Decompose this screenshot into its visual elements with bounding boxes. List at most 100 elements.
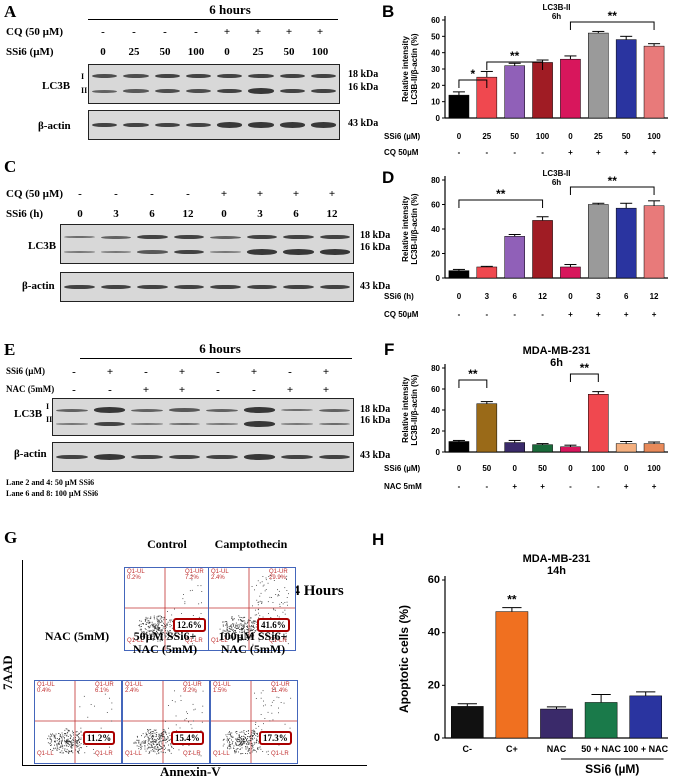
panel-c-ssi6-lane-8: 12: [326, 208, 338, 220]
chart-b-row2-value: -: [458, 148, 461, 157]
panel-c-ssi6-lane-4: 12: [182, 208, 194, 220]
blot-band: [137, 284, 168, 290]
blot-band: [206, 454, 238, 460]
chart-f-row1-value: 0: [568, 464, 573, 473]
panel-c-cq-lane-8: +: [328, 188, 336, 200]
chart-d-row1-value: 0: [568, 292, 573, 301]
chart-f-row2-value: +: [540, 482, 545, 491]
blot-band: [283, 249, 314, 255]
blot-band: [206, 423, 238, 425]
blot-band: [56, 408, 88, 412]
blot-band: [92, 89, 118, 93]
chart-f-ytick-label: 60: [431, 385, 440, 394]
chart-d-subtitle: 6h: [552, 178, 561, 187]
flow-plot-1: Q1-UL Q1-UR 0.2% 7.2% Q1-LL Q1-LR 12.6%: [124, 567, 212, 651]
blot-band: [310, 73, 336, 79]
chart-f-row1-label: SSi6 (µM): [384, 464, 421, 473]
chart-b-ytick-label: 10: [431, 98, 440, 107]
panel-c-row1-label: CQ (50 µM): [6, 188, 64, 200]
panel-e-roman2: II: [46, 415, 53, 424]
blot-band: [279, 88, 305, 94]
chart-h-category-label: C+: [506, 744, 518, 754]
quad-ur-value: 6.1%: [95, 688, 109, 694]
panel-e-row2-label: NAC (5mM): [6, 384, 55, 394]
chart-f-row1-value: 50: [538, 464, 547, 473]
chart-b-panel-letter: B: [382, 2, 394, 21]
chart-h-title: MDA-MB-231: [523, 553, 591, 565]
quad-ur-label: Q1-UR: [183, 682, 202, 688]
panel-letter-c: C: [4, 157, 17, 176]
chart-f-row1-value: 100: [647, 464, 661, 473]
chart-f-bar: [532, 444, 553, 453]
panel-e-ssi6-lane-2: +: [106, 366, 114, 378]
panel-letter-e: E: [4, 340, 16, 359]
blot-band: [168, 422, 200, 426]
quad-ur-label: Q1-UR: [271, 682, 290, 688]
blot-band: [185, 88, 211, 94]
chart-b-row2-label: CQ 50µM: [384, 148, 419, 157]
chart-d-row2-label: CQ 50µM: [384, 310, 419, 319]
chart-f-row2-value: +: [512, 482, 517, 491]
panel-letter-g: G: [4, 528, 18, 547]
panel-e-ssi6-lane-4: +: [178, 366, 186, 378]
blot-band: [319, 284, 350, 290]
blot-band: [318, 454, 350, 460]
panel-a-lc3b-blot: [88, 64, 340, 104]
chart-f-row2-value: -: [569, 482, 572, 491]
flow-plot-title-4: 50µM SSi6+ NAC (5mM): [132, 629, 198, 656]
chart-f-subtitle: 6h: [550, 357, 563, 369]
chart-d-significance-bracket: [458, 199, 544, 208]
chart-d-bar: [476, 266, 498, 279]
blot-band: [283, 234, 314, 240]
panel-a-ssi6-lane-7: 50: [283, 46, 295, 58]
chart-f-row2-value: +: [624, 482, 629, 491]
blot-band: [319, 249, 350, 255]
quad-ul-value: 0.4%: [37, 688, 51, 694]
chart-d-ytick-label: 40: [431, 225, 440, 234]
chart-d-row2-value: +: [624, 310, 629, 319]
panel-a-kda3: 43 kDa: [348, 118, 379, 129]
blot-band: [246, 234, 277, 240]
panel-letter-a: A: [4, 2, 17, 21]
blot-band: [246, 284, 277, 290]
blot-band: [137, 234, 168, 240]
quad-ul-label: Q1-UL: [125, 682, 143, 688]
chart-b-row1-value: 100: [647, 132, 661, 141]
blot-band: [185, 73, 211, 79]
panel-a-cq-lane-1: -: [101, 26, 105, 38]
blot-band: [56, 423, 88, 425]
blot-band: [210, 235, 241, 239]
blot-band: [173, 284, 204, 290]
panel-a-cq-lane-6: +: [254, 26, 262, 38]
chart-d-significance-bracket: [569, 186, 655, 195]
chart-b-significance-bracket: [458, 79, 488, 88]
panel-g-y-axis-line: [22, 560, 23, 765]
chart-b-bar: [588, 32, 609, 119]
panel-e-note1: Lane 2 and 4: 50 µM SSi6: [6, 478, 95, 487]
panel-a-ssi6-lane-8: 100: [311, 46, 329, 58]
chart-f-row2-value: -: [597, 482, 600, 491]
chart-d-bar: [588, 204, 609, 279]
chart-d-row1-value: 6: [512, 292, 517, 301]
quad-lr-label: Q1-LR: [185, 638, 203, 644]
flow-plot-title-1: Control: [147, 537, 187, 551]
quad-ur-value: 11.4%: [271, 688, 288, 694]
blot-band: [281, 454, 313, 460]
blot-band: [246, 249, 277, 255]
chart-b-row1-value: 25: [482, 132, 491, 141]
panel-a-row1-label: CQ (50 µM): [6, 26, 64, 38]
chart-f-row1-value: 0: [624, 464, 629, 473]
panel-e-actin-blot: [52, 442, 354, 472]
chart-b-row2-value: -: [541, 148, 544, 157]
chart-b-ylabel: Relative intensity: [401, 36, 410, 102]
blot-band: [281, 423, 313, 425]
quad-ur-value: 9.2%: [183, 688, 197, 694]
panel-a-title-line: [88, 19, 338, 20]
panel-e-ssi6-lane-1: -: [72, 366, 76, 378]
quad-lr-label: Q1-LR: [95, 751, 113, 757]
chart-d-row1-value: 12: [650, 292, 659, 301]
panel-c-ssi6-lane-6: 3: [257, 208, 263, 220]
panel-c-cq-lane-3: -: [150, 188, 154, 200]
chart-d-row2-value: +: [568, 310, 573, 319]
apoptosis-percent-box: 15.4%: [171, 731, 204, 745]
